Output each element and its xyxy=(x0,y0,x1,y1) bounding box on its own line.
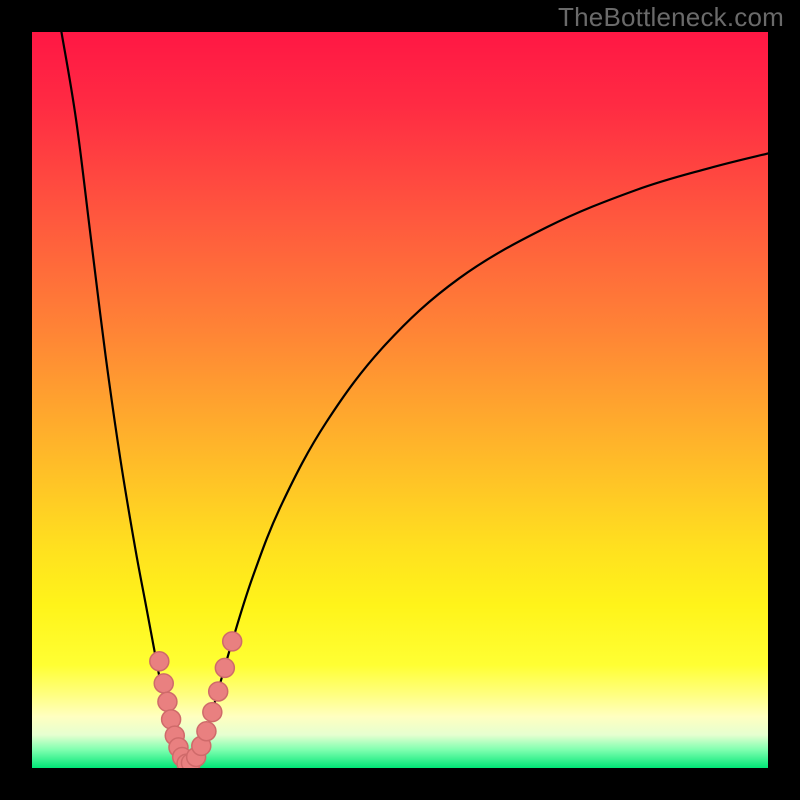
curve-marker xyxy=(150,652,169,671)
curve-marker xyxy=(158,692,177,711)
curve-marker xyxy=(209,682,228,701)
chart-background-gradient xyxy=(32,32,768,768)
curve-marker xyxy=(215,658,234,677)
frame-border-left xyxy=(0,0,32,800)
curve-marker xyxy=(197,722,216,741)
watermark-text: TheBottleneck.com xyxy=(558,2,784,33)
bottleneck-curve-chart xyxy=(32,32,768,768)
frame-border-bottom xyxy=(0,768,800,800)
curve-marker xyxy=(154,674,173,693)
frame-border-right xyxy=(768,0,800,800)
curve-marker xyxy=(203,703,222,722)
curve-marker xyxy=(223,632,242,651)
